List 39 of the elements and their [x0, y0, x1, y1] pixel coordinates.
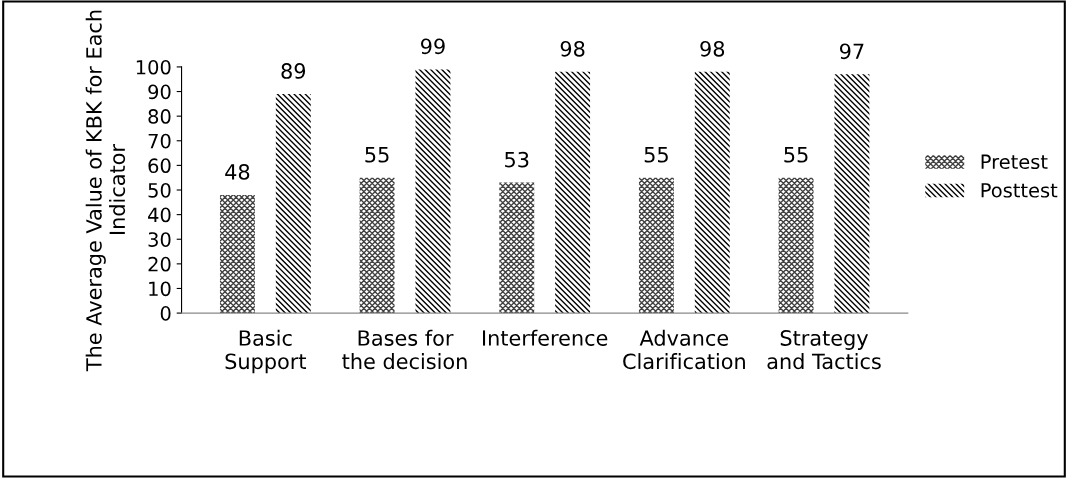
- bar: [778, 177, 814, 314]
- data-label: 99: [421, 38, 445, 55]
- bar: [219, 194, 255, 314]
- y-tick-label: 100: [136, 59, 171, 75]
- x-tick-label: Basic Support: [225, 329, 307, 374]
- y-tick-label: 20: [148, 256, 171, 272]
- y-tick-label: 30: [148, 232, 171, 247]
- data-label: 55: [784, 147, 808, 163]
- y-tick-label: 90: [148, 84, 171, 100]
- y-tick-label: 70: [148, 133, 171, 149]
- bar: [638, 177, 674, 314]
- bar: [275, 94, 311, 314]
- x-tick-label: Bases for the decision: [342, 329, 467, 370]
- y-tick-label: 80: [148, 109, 171, 124]
- y-tick-label: 40: [148, 207, 171, 223]
- legend-label: Posttest: [981, 183, 1058, 198]
- y-tick-label: 60: [148, 158, 171, 174]
- bar: [555, 71, 591, 314]
- y-tick-label: 10: [149, 281, 171, 297]
- bar: [359, 177, 395, 314]
- x-tick-label: Strategy and Tactics: [767, 330, 881, 370]
- bar: [694, 71, 730, 314]
- legend-label: Pretest: [981, 154, 1048, 170]
- data-label: 97: [839, 43, 864, 60]
- data-label: 55: [365, 147, 389, 163]
- data-label: 98: [700, 40, 725, 57]
- bar: [499, 182, 535, 314]
- x-tick-label: Interference: [483, 329, 608, 346]
- y-tick-label: 50: [148, 182, 171, 198]
- y-axis-title: The Average Value of KBK for Each Indicator: [85, 10, 126, 372]
- data-label: 48: [225, 164, 250, 180]
- data-label: 98: [560, 40, 585, 57]
- data-label: 89: [281, 63, 306, 79]
- x-tick-label: Advance Clarification: [623, 329, 745, 370]
- y-tick-label: 0: [160, 306, 171, 321]
- bar: [415, 69, 451, 314]
- bar: [834, 74, 870, 314]
- data-label: 53: [505, 151, 529, 168]
- data-label: 55: [644, 147, 668, 163]
